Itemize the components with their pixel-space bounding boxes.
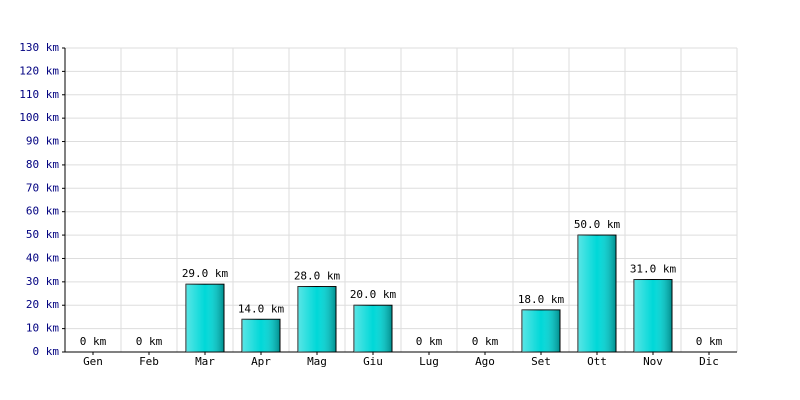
y-tick-label: 100 km — [19, 111, 59, 124]
x-tick-label: Giu — [363, 355, 383, 368]
x-tick-label: Feb — [139, 355, 159, 368]
bar — [241, 318, 281, 353]
value-label: 18.0 km — [518, 293, 565, 306]
y-tick-label: 20 km — [26, 298, 59, 311]
value-label: 31.0 km — [630, 263, 677, 276]
value-label: 0 km — [472, 335, 499, 348]
value-label: 50.0 km — [574, 218, 621, 231]
x-tick-label: Dic — [699, 355, 719, 368]
x-tick-label: Mag — [307, 355, 327, 368]
x-tick-label: Ott — [587, 355, 607, 368]
value-label: 14.0 km — [238, 302, 285, 315]
value-label: 29.0 km — [182, 267, 229, 280]
x-tick-label: Nov — [643, 355, 663, 368]
y-tick-label: 0 km — [33, 345, 60, 358]
y-tick-label: 60 km — [26, 205, 59, 218]
bar — [521, 309, 561, 353]
value-label: 0 km — [80, 335, 107, 348]
x-tick-label: Apr — [251, 355, 271, 368]
value-label: 28.0 km — [294, 270, 341, 283]
value-label: 20.0 km — [350, 288, 397, 301]
y-tick-label: 80 km — [26, 158, 59, 171]
bar — [297, 286, 337, 353]
bar — [353, 304, 393, 353]
value-label: 0 km — [416, 335, 443, 348]
y-tick-label: 120 km — [19, 64, 59, 77]
bar — [185, 283, 225, 353]
x-tick-label: Set — [531, 355, 551, 368]
bar — [577, 234, 617, 353]
value-label: 0 km — [136, 335, 163, 348]
y-tick-label: 130 km — [19, 41, 59, 54]
y-tick-label: 30 km — [26, 275, 59, 288]
bar — [633, 279, 673, 353]
value-label: 0 km — [696, 335, 723, 348]
y-tick-label: 10 km — [26, 322, 59, 335]
y-tick-label: 40 km — [26, 251, 59, 264]
y-tick-label: 90 km — [26, 135, 59, 148]
x-tick-label: Ago — [475, 355, 495, 368]
y-tick-label: 50 km — [26, 228, 59, 241]
y-tick-label: 110 km — [19, 88, 59, 101]
y-tick-label: 70 km — [26, 181, 59, 194]
x-tick-label: Gen — [83, 355, 103, 368]
x-tick-label: Mar — [195, 355, 215, 368]
x-tick-label: Lug — [419, 355, 439, 368]
